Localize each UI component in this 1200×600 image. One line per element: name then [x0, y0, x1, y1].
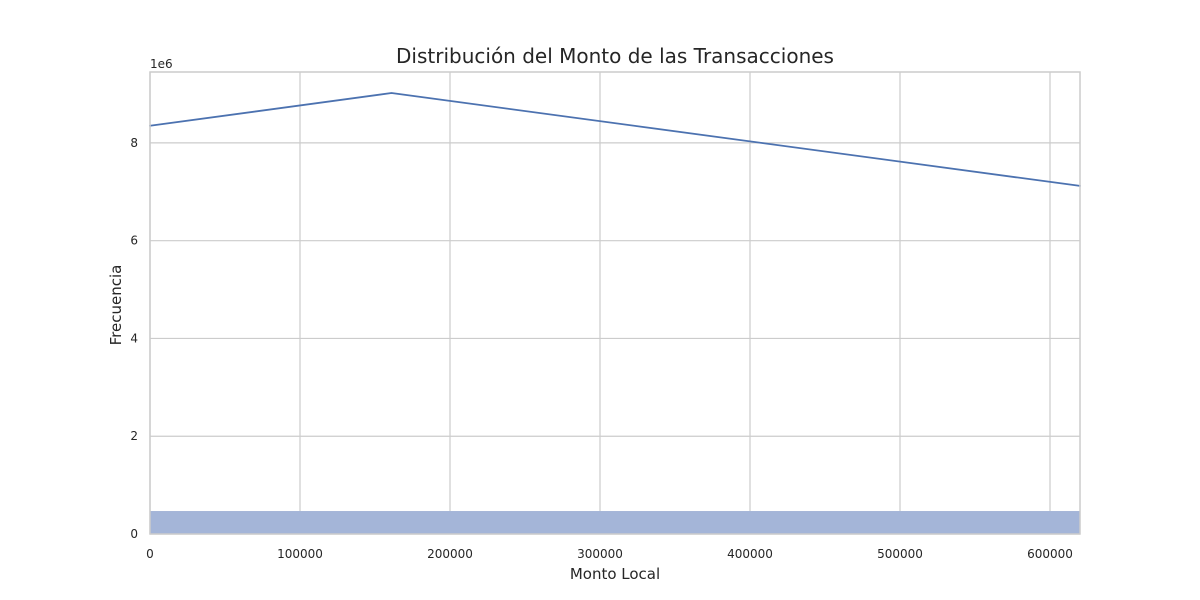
y-tick-label: 4: [130, 331, 138, 345]
ticks-layer: 0 100000 200000 300000 400000 500000 600000 0 2 4…: [130, 136, 1073, 561]
x-tick-label: 200000: [427, 547, 473, 561]
density-line: [149, 92, 1081, 187]
y-tick-label: 0: [130, 527, 138, 541]
y-axis-offset-label: 1e6: [150, 57, 173, 71]
x-tick-label: 300000: [577, 547, 623, 561]
histogram-layer: [150, 511, 1080, 534]
line-layer: [149, 92, 1081, 187]
histogram-bar: [150, 511, 1080, 534]
x-axis-label: Monto Local: [570, 565, 660, 583]
y-tick-label: 6: [130, 234, 138, 248]
x-tick-label: 600000: [1027, 547, 1073, 561]
chart-title: Distribución del Monto de las Transaccio…: [396, 44, 834, 68]
x-tick-label: 500000: [877, 547, 923, 561]
axes-frame-layer: [149, 71, 1081, 535]
y-tick-label: 2: [130, 429, 138, 443]
x-tick-label: 0: [146, 547, 154, 561]
y-tick-label: 8: [130, 136, 138, 150]
y-axis-label: Frecuencia: [107, 265, 125, 346]
plot-frame: [149, 71, 1081, 535]
x-tick-label: 100000: [277, 547, 323, 561]
grid-layer: [149, 72, 1080, 535]
x-tick-label: 400000: [727, 547, 773, 561]
